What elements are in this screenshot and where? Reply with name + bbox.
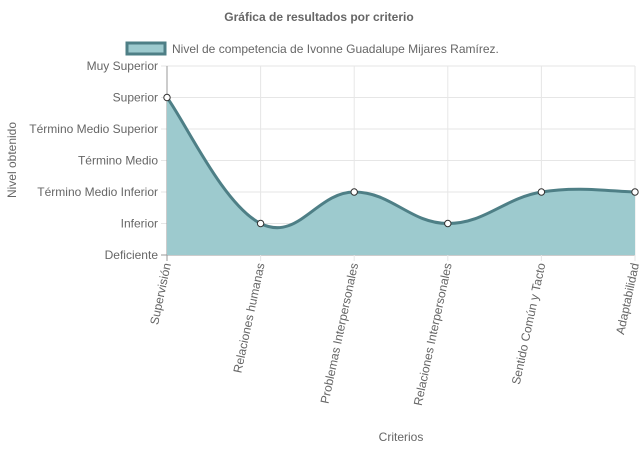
- data-point[interactable]: [631, 188, 639, 196]
- y-tick-label: Superior: [113, 91, 158, 105]
- data-point[interactable]: [537, 188, 546, 196]
- y-tick-label: Inferior: [121, 217, 158, 231]
- x-tick-label: Problemas Interpersonales: [318, 262, 362, 405]
- series-area: [163, 93, 639, 255]
- y-tick-label: Muy Superior: [87, 59, 158, 73]
- data-point[interactable]: [444, 219, 452, 228]
- series-fill: [167, 97, 635, 255]
- chart-title: Gráfica de resultados por criterio: [224, 10, 413, 24]
- data-point[interactable]: [350, 188, 358, 196]
- y-tick-label: Término Medio Inferior: [37, 185, 158, 199]
- y-axis-title: Nivel obtenido: [5, 122, 19, 198]
- y-tick-labels: Deficiente Inferior Término Medio Inferior…: [29, 59, 158, 262]
- x-tick-label: Supervisión: [147, 262, 174, 326]
- data-point[interactable]: [256, 219, 265, 228]
- x-tick-label: Adaptabilidad: [613, 262, 639, 336]
- x-tick-label: Relaciones humanas: [231, 262, 268, 375]
- x-tick-labels: Supervisión Relaciones humanas Problemas I…: [147, 261, 639, 406]
- legend[interactable]: Nivel de competencia de Ivonne Guadalupe…: [125, 41, 499, 56]
- data-point[interactable]: [163, 93, 171, 102]
- x-axis-title: Criterios: [379, 430, 424, 444]
- y-tick-label: Término Medio Superior: [29, 122, 158, 136]
- x-tick-label: Sentido Común y Tacto: [509, 261, 549, 385]
- x-tick-label: Relaciones Interpersonales: [411, 262, 455, 407]
- legend-swatch[interactable]: [125, 41, 167, 56]
- y-tick-label: Término Medio: [78, 154, 158, 168]
- legend-label[interactable]: Nivel de competencia de Ivonne Guadalupe…: [172, 42, 499, 56]
- y-tick-label: Deficiente: [105, 248, 159, 262]
